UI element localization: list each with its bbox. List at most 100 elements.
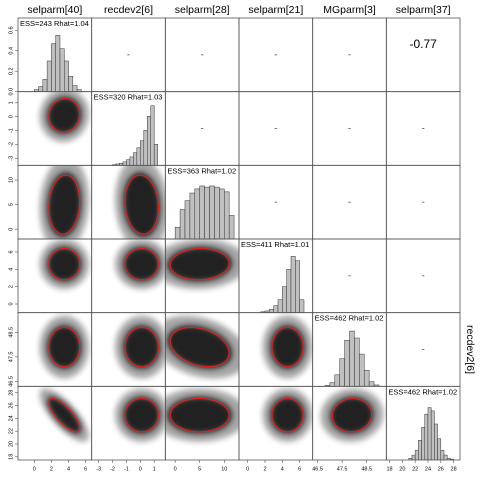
point-cloud-core (47, 325, 82, 369)
scatter-panel (262, 388, 313, 442)
x-tick-label: -2 (110, 466, 115, 472)
hist-bar (199, 185, 205, 239)
x-tick-label: 22 (412, 466, 418, 472)
point-cloud-core (330, 396, 374, 434)
ellipse (169, 247, 230, 281)
scatter-panel (39, 315, 89, 379)
hist-bar (214, 186, 220, 239)
x-tick-label: 0 (246, 466, 249, 472)
ellipse (48, 98, 81, 133)
ellipse (124, 326, 159, 368)
hist-bar (334, 374, 340, 387)
y-tick-label: 2 (8, 285, 14, 288)
y-tick-label: -3 (8, 156, 14, 161)
hist-bar (64, 60, 69, 92)
x-tick-label: 2 (50, 466, 53, 472)
x-tick-label: 4 (281, 466, 284, 472)
x-tick-label: 6 (84, 466, 87, 472)
y-tick-label: 0 (8, 115, 14, 118)
hist-bar (290, 256, 296, 313)
hist-bar (440, 449, 445, 461)
hist-bar (443, 454, 448, 461)
hist-bar (143, 130, 148, 166)
hist-bar (368, 381, 375, 387)
scatter-panel (165, 315, 239, 379)
hist-bar (295, 260, 300, 313)
ellipse (48, 326, 81, 368)
scatter-panel (165, 239, 239, 290)
hist-bar (329, 382, 336, 387)
ellipse (124, 397, 159, 433)
hist-bar (224, 191, 230, 239)
hist-bar (174, 226, 181, 239)
hist-bar (153, 144, 158, 166)
y-tick-label: 22 (8, 428, 14, 434)
ellipse (124, 247, 159, 281)
point-cloud-core (47, 96, 82, 134)
column-label: recdev2[6] (104, 4, 153, 16)
y-tick-label: 0.0 (8, 88, 14, 96)
hist-bar (219, 188, 225, 239)
x-tick-label: 18 (386, 466, 392, 472)
point-cloud-core (123, 246, 161, 282)
point-cloud-core (270, 396, 305, 434)
hist-bar (122, 161, 127, 166)
ellipse (48, 397, 81, 433)
hist-bar (194, 188, 200, 239)
y-tick-label: 18 (8, 454, 14, 460)
hist-bar (72, 85, 78, 92)
y-tick-label: 6 (8, 250, 14, 253)
x-tick-label: 2 (263, 466, 266, 472)
y-tick-label: -1 (8, 128, 14, 133)
hist-bar (129, 156, 134, 166)
hist-bar (68, 76, 74, 92)
hist-bar (140, 140, 145, 166)
hist-bar (434, 423, 438, 461)
hist-bar (209, 185, 215, 239)
y-tick-label: -2 (8, 142, 14, 147)
scatter-panel (115, 239, 166, 290)
y-tick-label: 24 (8, 415, 14, 421)
ess-label: ESS=363 Rhat=1.02 (167, 166, 236, 175)
hist-bar (277, 299, 283, 313)
point-cloud-core (123, 325, 161, 369)
scatter-panel (320, 388, 384, 442)
point-cloud-core (123, 172, 161, 238)
histogram (260, 256, 305, 313)
ellipse (48, 174, 81, 235)
scatter-panel (39, 239, 89, 290)
hist-bar (359, 353, 365, 387)
hist-bar (147, 115, 151, 166)
x-tick-label: 26 (438, 466, 444, 472)
hist-bar (38, 86, 44, 92)
column-label: selparm[37] (396, 4, 451, 16)
scatter-panel (115, 315, 166, 379)
x-tick-label: 0 (174, 466, 177, 472)
hist-bar (269, 308, 274, 313)
ellipse (169, 326, 230, 368)
x-tick-label: 4 (67, 466, 70, 472)
y-tick-label: 5 (8, 203, 14, 206)
hist-bar (76, 89, 82, 92)
scatter-panel (115, 165, 166, 239)
ellipse (331, 397, 373, 433)
scatter-panel (39, 388, 89, 442)
hist-bar (59, 48, 65, 92)
ellipse (271, 326, 304, 368)
hist-bar (299, 299, 305, 313)
y-tick-label: 0 (8, 302, 14, 305)
hist-bar (179, 209, 186, 239)
ellipse (124, 174, 159, 235)
hist-bar (411, 454, 416, 461)
x-tick-label: 24 (425, 466, 431, 472)
x-tick-label: 20 (399, 466, 405, 472)
panel-border (385, 385, 461, 461)
column-label: selparm[28] (175, 4, 230, 16)
hist-bar (363, 369, 370, 387)
panel-border (385, 17, 461, 93)
x-tick-label: 28 (451, 466, 457, 472)
y-tick-label: 0.6 (8, 26, 14, 34)
hist-bar (46, 60, 52, 92)
hist-bar (150, 105, 155, 166)
column-label: MGparm[3] (323, 4, 376, 16)
